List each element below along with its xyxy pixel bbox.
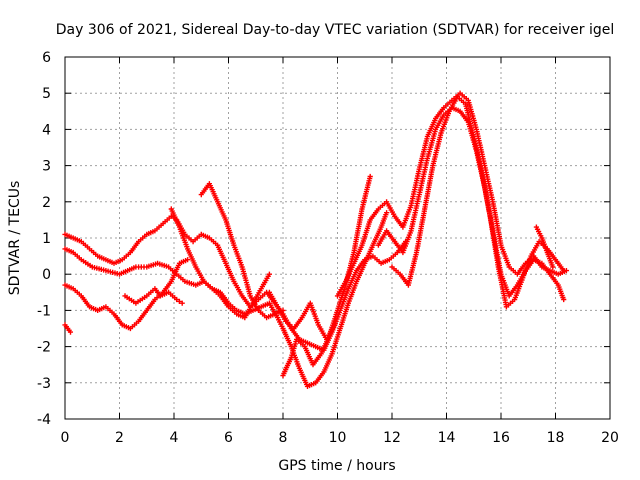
chart-title: Day 306 of 2021, Sidereal Day-to-day VTE… — [56, 22, 615, 38]
data-point-markers — [533, 224, 556, 270]
data-points — [62, 90, 569, 389]
axis-ticks — [64, 56, 611, 420]
data-point-markers — [280, 173, 373, 379]
x-tick-label: 8 — [279, 430, 288, 446]
x-tick-label: 4 — [170, 430, 179, 446]
y-tick-label: -3 — [37, 376, 51, 392]
y-axis-tick-labels: -4 -3 -2 -1 0 1 2 3 4 5 6 — [37, 50, 51, 428]
series-track-a — [62, 210, 390, 389]
series-track-c — [334, 90, 569, 299]
y-tick-label: 1 — [42, 231, 51, 247]
x-axis-tick-labels: 0 2 4 6 8 10 12 14 16 18 20 — [61, 430, 619, 446]
y-tick-label: 5 — [42, 86, 51, 102]
series-track-g — [168, 206, 272, 321]
series-track-i — [62, 322, 73, 335]
y-tick-label: 4 — [42, 122, 51, 138]
series-track-e — [389, 94, 567, 310]
data-point-markers — [122, 286, 185, 306]
data-point-markers — [198, 181, 286, 321]
y-axis-label: SDTVAR / TECUs — [7, 181, 23, 296]
x-tick-label: 6 — [224, 430, 233, 446]
y-tick-label: -2 — [37, 340, 51, 356]
y-tick-label: -1 — [37, 303, 51, 319]
x-tick-label: 14 — [438, 430, 456, 446]
grid-lines — [65, 57, 610, 419]
data-point-markers — [62, 210, 390, 389]
x-tick-label: 18 — [547, 430, 565, 446]
y-tick-label: 2 — [42, 195, 51, 211]
x-tick-label: 2 — [115, 430, 124, 446]
x-tick-label: 0 — [61, 430, 70, 446]
data-point-markers — [389, 94, 567, 310]
y-tick-label: 3 — [42, 159, 51, 175]
y-tick-label: 0 — [42, 267, 51, 283]
data-point-markers — [334, 90, 569, 299]
x-axis-label: GPS time / hours — [278, 458, 395, 474]
x-tick-label: 12 — [383, 430, 401, 446]
series-track-m — [533, 224, 556, 270]
series-track-j — [122, 286, 185, 306]
series-track-f — [198, 181, 286, 321]
data-point-markers — [266, 289, 338, 342]
series-track-k — [266, 289, 338, 342]
y-tick-label: 6 — [42, 50, 51, 66]
x-tick-label: 10 — [329, 430, 347, 446]
data-point-markers — [62, 322, 73, 335]
x-tick-label: 16 — [492, 430, 510, 446]
series-track-l — [280, 173, 373, 379]
x-tick-label: 20 — [601, 430, 619, 446]
y-tick-label: -4 — [37, 412, 51, 428]
data-point-markers — [168, 206, 272, 321]
